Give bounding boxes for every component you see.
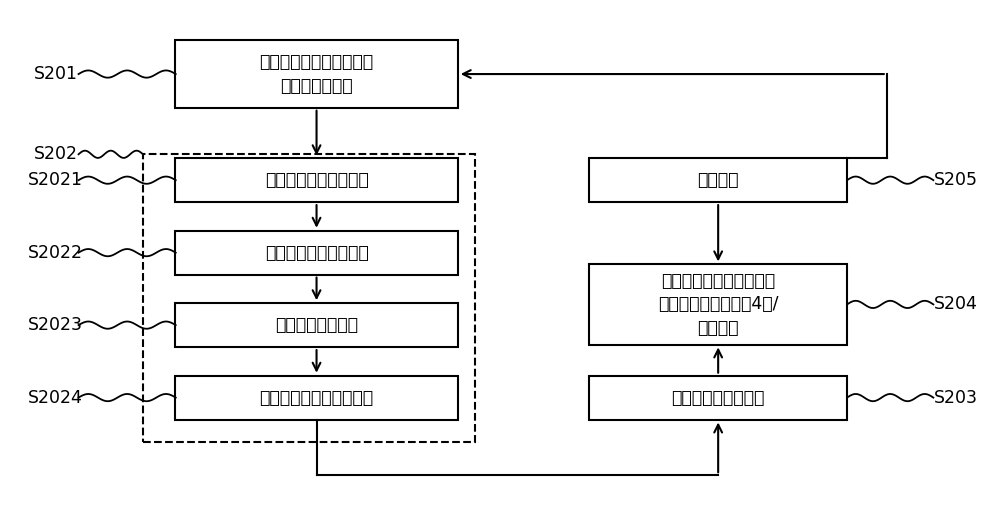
Bar <box>175 376 458 420</box>
Text: 热氧化生长衬底氧化层: 热氧化生长衬底氧化层 <box>265 171 368 189</box>
Text: S2021: S2021 <box>28 171 83 189</box>
Text: S201: S201 <box>34 65 78 83</box>
Text: 非掺杂多晶硅的膜厚测量: 非掺杂多晶硅的膜厚测量 <box>259 389 374 407</box>
Bar <box>589 158 847 202</box>
Bar <box>175 158 458 202</box>
Text: 衬底氧化层的膜厚测量: 衬底氧化层的膜厚测量 <box>265 244 368 261</box>
Text: S203: S203 <box>934 389 978 407</box>
Text: S2024: S2024 <box>28 389 83 407</box>
Text: S2022: S2022 <box>28 244 83 261</box>
Text: 多晶硅及氧化层腐蚀: 多晶硅及氧化层腐蚀 <box>671 389 765 407</box>
Bar <box>143 154 475 442</box>
Bar <box>589 264 847 345</box>
Text: 化学机械研磨，所述化学
机械研磨的压力大于4磅/
平方英寸: 化学机械研磨，所述化学 机械研磨的压力大于4磅/ 平方英寸 <box>658 272 778 337</box>
Bar <box>175 303 458 347</box>
Text: 检测所述多晶硅检测晶圆
并获取缺陷前值: 检测所述多晶硅检测晶圆 并获取缺陷前值 <box>259 53 374 95</box>
Text: 晶圆清洗: 晶圆清洗 <box>697 171 739 189</box>
Text: S202: S202 <box>34 145 78 163</box>
Bar <box>589 376 847 420</box>
Text: S2023: S2023 <box>28 316 83 334</box>
Bar <box>175 41 458 108</box>
Bar <box>175 230 458 275</box>
Text: 非掺杂多晶硅沉积: 非掺杂多晶硅沉积 <box>275 316 358 334</box>
Text: S205: S205 <box>934 171 978 189</box>
Text: S204: S204 <box>934 296 978 313</box>
